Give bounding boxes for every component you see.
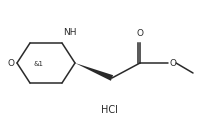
- Polygon shape: [75, 63, 113, 81]
- Text: O: O: [7, 58, 14, 67]
- Text: &1: &1: [34, 61, 44, 67]
- Text: O: O: [136, 29, 143, 38]
- Text: NH: NH: [63, 28, 76, 37]
- Text: HCl: HCl: [101, 105, 117, 115]
- Text: O: O: [170, 58, 177, 67]
